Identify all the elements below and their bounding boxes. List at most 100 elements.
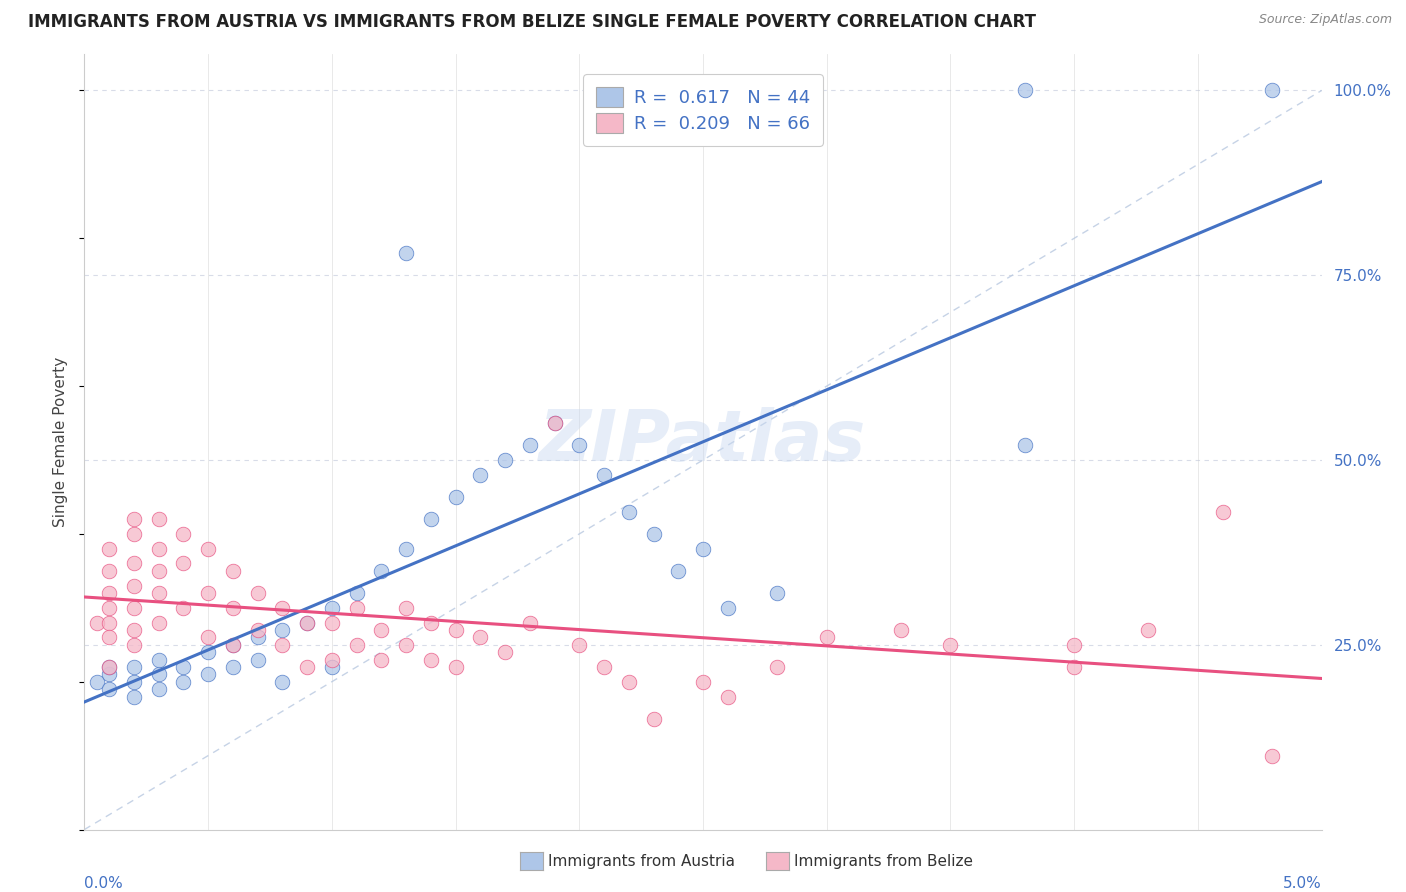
Point (148, 615, 170, 630)
Point (122, 557, 145, 571)
Point (370, 623, 392, 637)
Point (395, 246, 418, 260)
Text: IMMIGRANTS FROM AUSTRIA VS IMMIGRANTS FROM BELIZE SINGLE FEMALE POVERTY CORRELAT: IMMIGRANTS FROM AUSTRIA VS IMMIGRANTS FR… (28, 13, 1036, 31)
Point (444, 660, 467, 674)
Point (98, 631, 121, 645)
Point (470, 467, 492, 482)
Point (568, 438, 591, 452)
Point (197, 586, 219, 600)
Point (122, 638, 145, 652)
Text: Source: ZipAtlas.com: Source: ZipAtlas.com (1258, 13, 1392, 27)
Point (148, 667, 170, 681)
Point (419, 512, 441, 526)
Point (148, 564, 170, 578)
Point (692, 541, 714, 556)
Point (295, 615, 318, 630)
Point (470, 631, 492, 645)
Point (419, 615, 441, 630)
Point (617, 505, 640, 519)
Point (122, 623, 145, 637)
Point (271, 623, 294, 637)
Point (122, 579, 145, 593)
Point (890, 623, 912, 637)
Point (271, 638, 294, 652)
Point (519, 615, 541, 630)
Text: ZIPatlas: ZIPatlas (540, 407, 866, 476)
Legend: R =  0.617   N = 44, R =  0.209   N = 66: R = 0.617 N = 44, R = 0.209 N = 66 (583, 74, 823, 145)
Point (395, 638, 418, 652)
Point (1261, 748, 1284, 763)
Point (122, 527, 145, 541)
Point (1063, 660, 1085, 674)
Point (543, 416, 565, 430)
Point (617, 674, 640, 689)
Point (692, 674, 714, 689)
Point (222, 638, 245, 652)
Point (444, 623, 467, 637)
Point (370, 652, 392, 666)
Point (766, 586, 789, 600)
Point (1014, 438, 1036, 452)
Point (98, 615, 121, 630)
Point (271, 674, 294, 689)
Point (395, 600, 418, 615)
Point (519, 438, 541, 452)
Point (172, 600, 194, 615)
Point (593, 660, 616, 674)
Point (717, 600, 740, 615)
Text: 5.0%: 5.0% (1282, 876, 1322, 891)
Text: 0.0%: 0.0% (84, 876, 124, 891)
Point (1261, 83, 1284, 97)
Point (246, 631, 269, 645)
Point (98, 682, 121, 697)
Point (98, 600, 121, 615)
Point (98, 667, 121, 681)
Point (122, 512, 145, 526)
Point (197, 645, 219, 659)
Point (172, 674, 194, 689)
Point (148, 652, 170, 666)
Point (98, 660, 121, 674)
Point (494, 645, 516, 659)
Point (122, 674, 145, 689)
Point (321, 615, 343, 630)
Point (122, 660, 145, 674)
Point (148, 541, 170, 556)
Point (346, 638, 368, 652)
Point (1212, 505, 1234, 519)
Point (766, 660, 789, 674)
Point (197, 631, 219, 645)
Point (98, 660, 121, 674)
Y-axis label: Single Female Poverty: Single Female Poverty (53, 357, 69, 526)
Point (295, 660, 318, 674)
Point (395, 541, 418, 556)
Point (321, 652, 343, 666)
Point (148, 682, 170, 697)
Point (568, 638, 591, 652)
Point (419, 652, 441, 666)
Point (122, 690, 145, 704)
Point (321, 660, 343, 674)
Point (593, 467, 616, 482)
Point (246, 623, 269, 637)
Point (271, 600, 294, 615)
Point (197, 541, 219, 556)
Point (172, 527, 194, 541)
Point (86, 615, 108, 630)
Point (643, 712, 665, 726)
Point (346, 586, 368, 600)
Point (370, 564, 392, 578)
Point (246, 586, 269, 600)
Point (321, 600, 343, 615)
Point (222, 600, 245, 615)
Point (543, 416, 565, 430)
Text: Immigrants from Belize: Immigrants from Belize (794, 855, 973, 869)
Point (643, 527, 665, 541)
Text: Immigrants from Austria: Immigrants from Austria (548, 855, 735, 869)
Point (1063, 638, 1085, 652)
Point (222, 660, 245, 674)
Point (197, 667, 219, 681)
Point (1137, 623, 1160, 637)
Point (939, 638, 962, 652)
Point (494, 453, 516, 467)
